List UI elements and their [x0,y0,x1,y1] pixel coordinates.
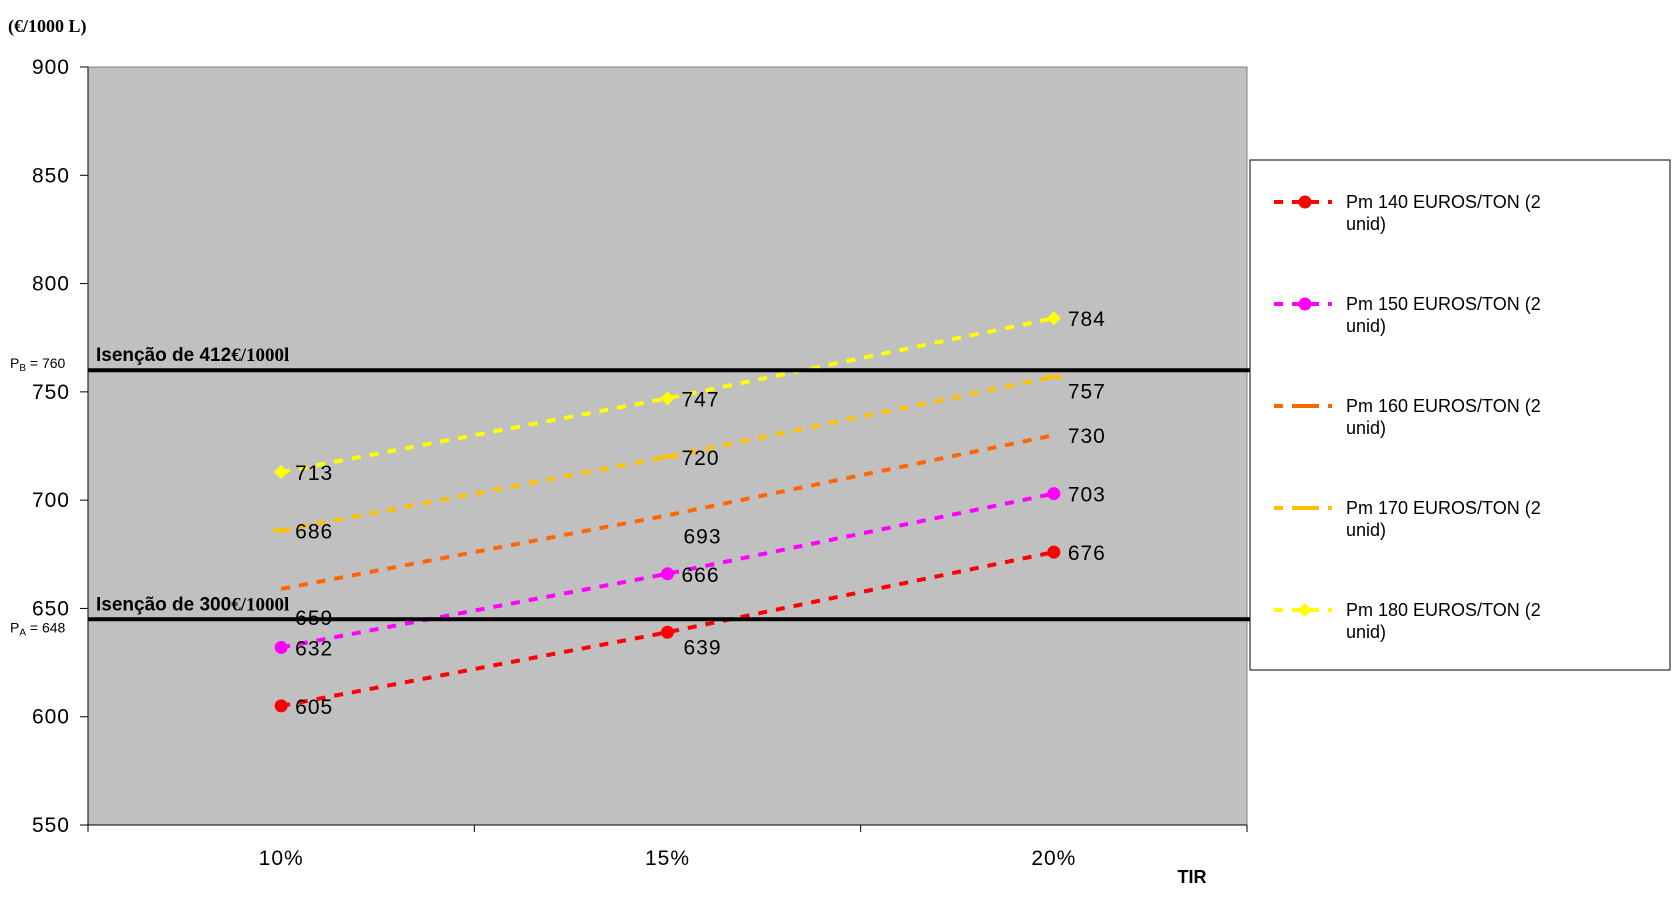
legend-item-1: Pm 140 EUROS/TON (2 unid) [1274,192,1541,234]
data-label: 686 [295,520,333,543]
data-point [1047,545,1061,559]
x-tick-label: 15% [645,847,690,870]
data-label: 693 [684,525,722,548]
y-tick-label: 700 [32,489,70,512]
x-tick-label: 10% [259,847,304,870]
series-line [280,374,1055,533]
data-label: 666 [682,564,720,587]
legend-item-2: Pm 150 EUROS/TON (2 unid) [1274,294,1541,336]
series-1: 605 639 676 [274,542,1106,719]
legend: Pm 140 EUROS/TON (2 unid) Pm 150 EUROS/TON… [1249,159,1671,671]
reference-side-label: PA = 648 [10,619,66,638]
data-point [661,567,674,581]
data-label: 720 [682,447,720,470]
data-label: 605 [295,696,333,719]
data-point [660,391,675,406]
data-label: 747 [682,388,720,411]
legend-item-3: Pm 160 EUROS/TON (2 unid) [1274,396,1541,438]
y-axis-title: (€/1000 L) [8,16,87,37]
data-label: 784 [1068,308,1106,331]
reference-line-1: Isenção de 412€/1000l PB = 760 [10,345,1256,374]
data-point [274,464,289,479]
data-point [661,625,674,639]
reference-line-label: Isenção de 300€/1000l [96,594,289,615]
y-tick-label: 550 [32,814,70,837]
data-point [274,640,288,654]
data-label: 757 [1068,381,1106,404]
series-line [280,491,1055,650]
data-label: 639 [684,636,722,659]
y-tick-label: 650 [32,597,70,620]
data-label: 730 [1068,425,1106,448]
series-4: 686 720 757 [273,374,1106,543]
y-tick-label: 600 [32,706,70,729]
data-label: 713 [295,462,333,485]
data-point [1047,487,1061,501]
plot-area [87,66,1248,826]
legend-marker [1298,603,1312,617]
legend-label: Pm 160 EUROS/TON (2 unid) [1346,396,1541,438]
legend-item-5: Pm 180 EUROS/TON (2 unid) [1274,600,1541,642]
legend-item-4: Pm 170 EUROS/TON (2 unid) [1274,498,1541,540]
series-5: 713 747 784 [274,308,1106,485]
legend-marker [1298,297,1312,311]
legend-label: Pm 140 EUROS/TON (2 unid) [1346,192,1541,234]
legend-marker [1298,195,1312,209]
reference-line-2: Isenção de 300€/1000l PA = 648 [10,594,1256,638]
data-point [274,699,288,713]
legend-label: Pm 150 EUROS/TON (2 unid) [1346,294,1541,336]
axes: 550 600 650 700 750 800 850 900 10% 15% 20% [32,56,1248,870]
legend-label: Pm 170 EUROS/TON (2 unid) [1346,498,1541,540]
series-line [280,433,1055,591]
series-line [280,316,1055,474]
series-2: 632 666 703 [274,484,1106,660]
data-point [1046,311,1061,326]
data-label: 632 [295,637,333,660]
reference-side-label: PB = 760 [10,355,66,374]
data-label: 703 [1068,484,1106,507]
y-tick-label: 850 [32,164,70,187]
x-tick-label: 20% [1031,847,1076,870]
data-label: 676 [1068,542,1106,565]
legend-label: Pm 180 EUROS/TON (2 unid) [1346,600,1541,642]
y-tick-label: 800 [32,273,70,296]
y-tick-label: 750 [32,381,70,404]
x-axis-title: TIR [1178,867,1207,887]
series-line [280,550,1055,708]
legend-box [1249,159,1671,671]
reference-line-label: Isenção de 412€/1000l [96,345,289,366]
y-tick-label: 900 [32,56,70,79]
series-layer: 6056396766326667036596937306867207577137… [273,308,1106,719]
